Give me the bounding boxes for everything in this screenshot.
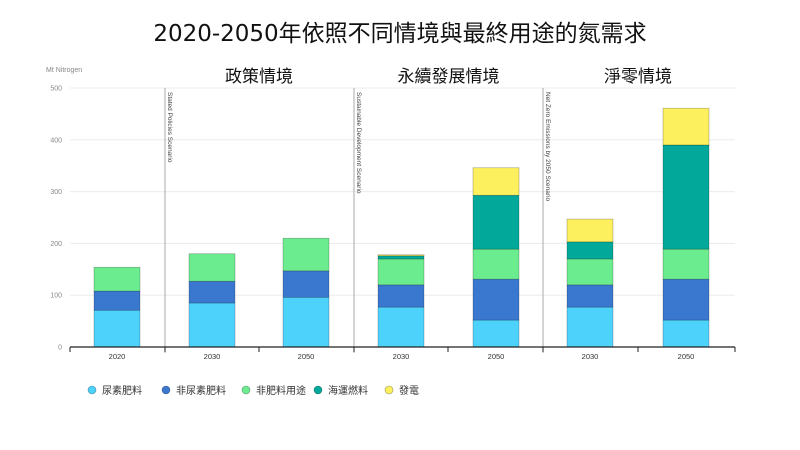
bar-segment (662, 248, 710, 280)
bar-segment (566, 306, 614, 348)
bar-segment (472, 319, 520, 348)
bar-segment (662, 278, 710, 321)
scenario-title: 永續發展情境 (398, 67, 500, 87)
bar-segment (566, 258, 614, 286)
legend-marker (161, 385, 171, 395)
legend-marker (241, 385, 251, 395)
x-tick-label: 2030 (204, 352, 221, 361)
legend-marker (384, 385, 394, 395)
scenario-vertical-label: Net Zero Emissions by 2050 Scenario (544, 92, 551, 201)
legend-marker (313, 385, 323, 395)
bar-segment (662, 144, 710, 250)
bar-segment (282, 237, 330, 272)
chart-title: 2020-2050年依照不同情境與最終用途的氮需求 (153, 21, 647, 47)
x-tick-label: 2050 (678, 352, 695, 361)
bar-segment (188, 280, 236, 304)
bar-segment (93, 309, 141, 348)
bar-segment (282, 270, 330, 298)
bar-segment (282, 296, 330, 348)
scenario-title: 政策情境 (225, 67, 293, 87)
y-tick-label: 200 (50, 241, 62, 248)
bar-segment (472, 167, 520, 196)
y-tick-label: 400 (50, 137, 62, 144)
legend-label: 尿素肥料 (102, 384, 142, 397)
bar-segment (377, 258, 425, 286)
bar-segment (188, 253, 236, 282)
x-tick-label: 2030 (582, 352, 599, 361)
bar-segment (188, 302, 236, 348)
bar-segment (472, 248, 520, 280)
y-tick-label: 300 (50, 189, 62, 196)
scenario-title: 淨零情境 (604, 67, 672, 87)
y-tick-label: 100 (50, 293, 62, 300)
legend-label: 發電 (399, 384, 419, 397)
y-axis-label: Mt Nitrogen (46, 67, 82, 74)
y-tick-label: 500 (50, 86, 62, 93)
x-tick-label: 2020 (109, 352, 126, 361)
bar-segment (662, 107, 710, 146)
bar-segment (472, 278, 520, 321)
scenario-vertical-label: Sustainable Development Scenario (355, 92, 362, 194)
legend-label: 非肥料用途 (256, 384, 306, 397)
bar-segment (377, 255, 425, 260)
bar-segment (566, 284, 614, 308)
legend-label: 非尿素肥料 (176, 384, 226, 397)
x-tick-label: 2050 (298, 352, 315, 361)
bar-segment (93, 266, 141, 292)
bar-segment (377, 254, 425, 257)
y-tick-label: 0 (58, 345, 62, 352)
bar-segment (566, 241, 614, 260)
bar-segment (566, 218, 614, 243)
legend-marker (87, 385, 97, 395)
bar-segment (93, 290, 141, 311)
bar-segment (377, 306, 425, 348)
bar-segment (662, 319, 710, 348)
bar-segment (377, 284, 425, 308)
x-tick-label: 2030 (393, 352, 410, 361)
legend-label: 海運燃料 (328, 384, 368, 397)
scenario-vertical-label: Stated Policies Scenario (166, 92, 173, 163)
x-tick-label: 2050 (488, 352, 505, 361)
bar-segment (472, 194, 520, 250)
